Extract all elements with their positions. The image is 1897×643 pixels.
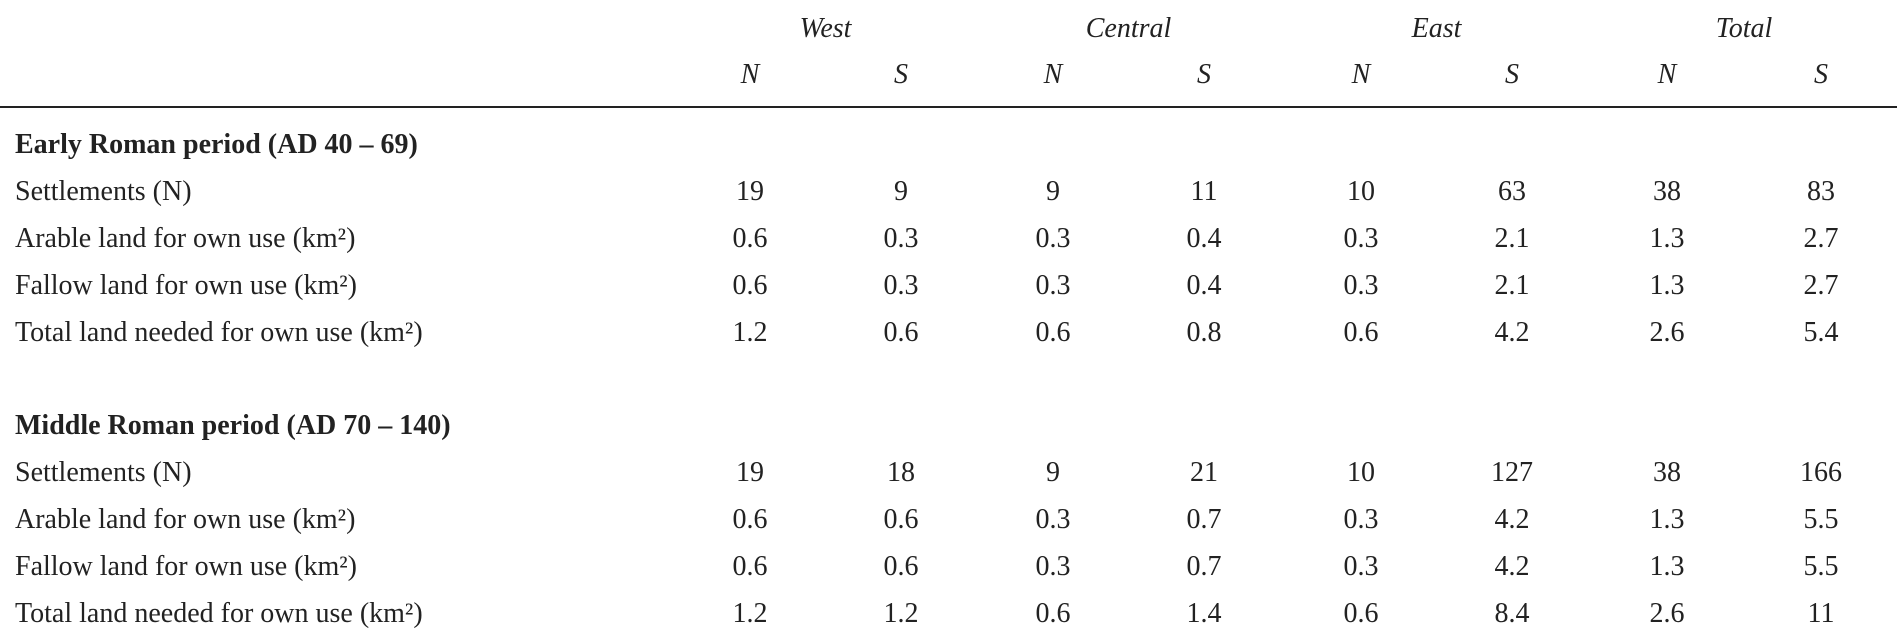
row-label: Total land needed for own use (km²) [15, 598, 423, 629]
cell: 0.3 [883, 270, 919, 301]
cell: 0.3 [1035, 270, 1071, 301]
cell: 0.4 [1186, 270, 1222, 301]
cell: 5.5 [1803, 551, 1839, 582]
cell: 0.3 [1343, 223, 1379, 254]
group-header: Central [1085, 13, 1172, 44]
cell: 18 [887, 457, 915, 488]
sub-header: N [1043, 59, 1063, 90]
cell: 0.6 [1343, 317, 1379, 348]
cell: 2.1 [1494, 223, 1530, 254]
cell: 2.6 [1649, 317, 1685, 348]
cell: 1.3 [1649, 551, 1685, 582]
cell: 1.3 [1649, 504, 1685, 535]
cell: 1.3 [1649, 270, 1685, 301]
cell: 1.3 [1649, 223, 1685, 254]
header-rule [0, 106, 1897, 108]
cell: 2.7 [1803, 223, 1839, 254]
sub-header: S [1814, 59, 1828, 90]
cell: 1.4 [1186, 598, 1222, 629]
cell: 1.2 [732, 317, 768, 348]
cell: 2.6 [1649, 598, 1685, 629]
cell: 10 [1347, 457, 1375, 488]
cell: 1.2 [732, 598, 768, 629]
cell: 5.4 [1803, 317, 1839, 348]
cell: 9 [894, 176, 908, 207]
row-label: Arable land for own use (km²) [15, 504, 356, 535]
sub-header: N [740, 59, 760, 90]
cell: 0.8 [1186, 317, 1222, 348]
row-label: Fallow land for own use (km²) [15, 551, 358, 582]
section-title: Middle Roman period (AD 70 – 140) [15, 410, 451, 441]
cell: 9 [1046, 457, 1060, 488]
section-title: Early Roman period (AD 40 – 69) [15, 129, 418, 160]
cell: 0.3 [1035, 223, 1071, 254]
cell: 0.6 [1035, 317, 1071, 348]
group-header: East [1411, 13, 1462, 44]
group-header: Total [1715, 13, 1773, 44]
cell: 2.7 [1803, 270, 1839, 301]
cell: 38 [1653, 457, 1681, 488]
cell: 0.6 [732, 223, 768, 254]
sub-header: S [894, 59, 908, 90]
cell: 0.3 [1035, 504, 1071, 535]
cell: 9 [1046, 176, 1060, 207]
cell: 0.6 [883, 317, 919, 348]
sub-header: N [1657, 59, 1677, 90]
cell: 0.6 [1035, 598, 1071, 629]
cell: 4.2 [1494, 317, 1530, 348]
cell: 10 [1347, 176, 1375, 207]
cell: 63 [1498, 176, 1526, 207]
cell: 1.2 [883, 598, 919, 629]
cell: 0.6 [883, 551, 919, 582]
cell: 166 [1800, 457, 1842, 488]
row-label: Arable land for own use (km²) [15, 223, 356, 254]
cell: 19 [736, 457, 764, 488]
cell: 0.3 [883, 223, 919, 254]
cell: 38 [1653, 176, 1681, 207]
sub-header: N [1351, 59, 1371, 90]
sub-header: S [1197, 59, 1211, 90]
cell: 4.2 [1494, 551, 1530, 582]
cell: 2.1 [1494, 270, 1530, 301]
cell: 11 [1807, 598, 1835, 629]
cell: 0.3 [1343, 270, 1379, 301]
cell: 0.6 [1343, 598, 1379, 629]
cell: 0.7 [1186, 504, 1222, 535]
row-label: Fallow land for own use (km²) [15, 270, 358, 301]
cell: 21 [1190, 457, 1218, 488]
sub-header: S [1505, 59, 1519, 90]
row-label: Settlements (N) [15, 457, 192, 488]
cell: 83 [1807, 176, 1835, 207]
cell: 5.5 [1803, 504, 1839, 535]
cell: 0.3 [1343, 551, 1379, 582]
cell: 0.3 [1343, 504, 1379, 535]
cell: 11 [1190, 176, 1218, 207]
cell: 0.6 [883, 504, 919, 535]
row-label: Settlements (N) [15, 176, 192, 207]
cell: 0.3 [1035, 551, 1071, 582]
row-label: Total land needed for own use (km²) [15, 317, 423, 348]
cell: 0.6 [732, 270, 768, 301]
cell: 0.6 [732, 551, 768, 582]
cell: 127 [1491, 457, 1533, 488]
cell: 0.6 [732, 504, 768, 535]
cell: 19 [736, 176, 764, 207]
cell: 8.4 [1494, 598, 1530, 629]
cell: 4.2 [1494, 504, 1530, 535]
cell: 0.7 [1186, 551, 1222, 582]
cell: 0.4 [1186, 223, 1222, 254]
group-header: West [799, 13, 852, 44]
